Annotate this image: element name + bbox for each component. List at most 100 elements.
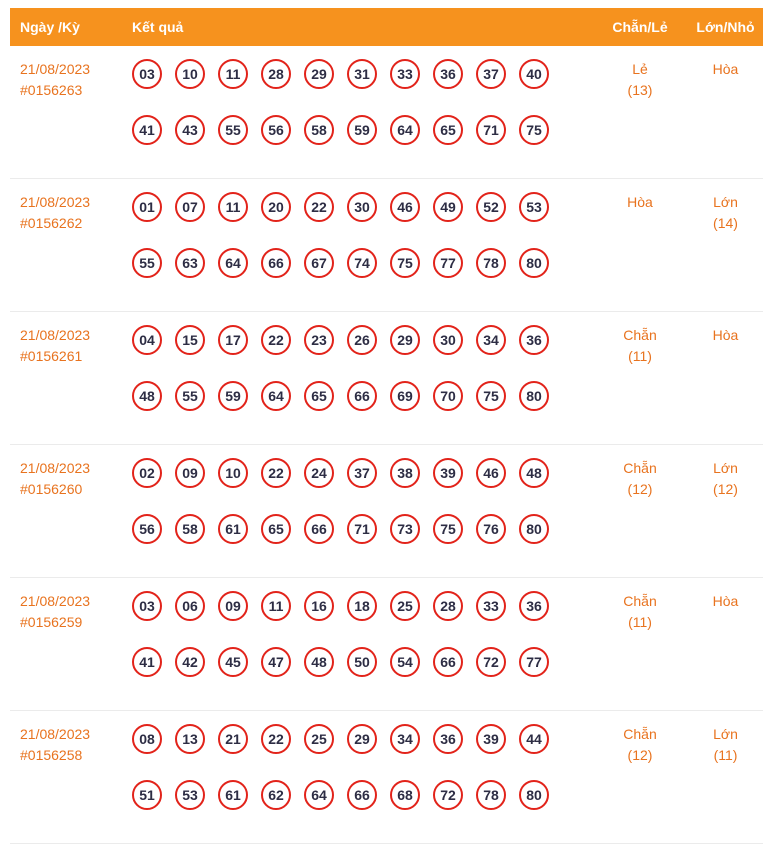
lottery-ball: 21 xyxy=(218,724,248,754)
lottery-ball: 42 xyxy=(175,647,205,677)
lottery-ball: 09 xyxy=(175,458,205,488)
lottery-ball: 78 xyxy=(476,780,506,810)
lottery-ball: 63 xyxy=(175,248,205,278)
big-small-count: (14) xyxy=(713,215,738,231)
lottery-ball: 09 xyxy=(218,591,248,621)
even-odd-value: Chẵn xyxy=(623,593,657,609)
lottery-ball: 31 xyxy=(347,59,377,89)
lottery-ball: 29 xyxy=(390,325,420,355)
lottery-ball: 55 xyxy=(132,248,162,278)
results-body: 21/08/2023 #0156263 03 10 11 28 29 31 33 36 37 40… xyxy=(10,46,763,844)
lottery-ball: 28 xyxy=(261,59,291,89)
balls-line-1: 08 13 21 22 25 29 34 36 39 44 xyxy=(132,724,592,754)
date-period-cell: 21/08/2023 #0156261 xyxy=(10,325,122,411)
lottery-ball: 65 xyxy=(261,514,291,544)
draw-date: 21/08/2023 xyxy=(20,61,91,77)
lottery-ball: 22 xyxy=(261,724,291,754)
lottery-ball: 16 xyxy=(304,591,334,621)
lottery-ball: 29 xyxy=(304,59,334,89)
lottery-ball: 06 xyxy=(175,591,205,621)
lottery-ball: 44 xyxy=(519,724,549,754)
lottery-ball: 66 xyxy=(347,381,377,411)
lottery-ball: 15 xyxy=(175,325,205,355)
lottery-ball: 36 xyxy=(519,591,549,621)
lottery-ball: 22 xyxy=(261,458,291,488)
lottery-ball: 25 xyxy=(390,591,420,621)
lottery-ball: 70 xyxy=(433,381,463,411)
big-small-cell: Lớn (11) xyxy=(688,724,763,810)
lottery-ball: 58 xyxy=(304,115,334,145)
result-row: 21/08/2023 #0156260 02 09 10 22 24 37 38 39 46 48… xyxy=(10,445,763,578)
lottery-ball: 45 xyxy=(218,647,248,677)
lottery-ball: 20 xyxy=(261,192,291,222)
even-odd-value: Hòa xyxy=(627,194,653,210)
lottery-ball: 71 xyxy=(347,514,377,544)
result-row: 21/08/2023 #0156259 03 06 09 11 16 18 25 28 33 36… xyxy=(10,578,763,711)
lottery-ball: 48 xyxy=(132,381,162,411)
balls-line-2: 48 55 59 64 65 66 69 70 75 80 xyxy=(132,381,592,411)
big-small-value: Lớn xyxy=(713,194,738,210)
date-period-cell: 21/08/2023 #0156263 xyxy=(10,59,122,145)
result-numbers-cell: 08 13 21 22 25 29 34 36 39 44 51 53 61 62 64 66 68 72 78 8… xyxy=(122,724,592,810)
lottery-ball: 26 xyxy=(347,325,377,355)
result-row: 21/08/2023 #0156262 01 07 11 20 22 30 46 49 52 53… xyxy=(10,179,763,312)
lottery-ball: 67 xyxy=(304,248,334,278)
lottery-ball: 10 xyxy=(175,59,205,89)
lottery-ball: 61 xyxy=(218,780,248,810)
even-odd-cell: Chẵn (12) xyxy=(592,724,688,810)
balls-line-2: 56 58 61 65 66 71 73 75 76 80 xyxy=(132,514,592,544)
big-small-count: (12) xyxy=(713,481,738,497)
lottery-ball: 29 xyxy=(347,724,377,754)
balls-line-1: 04 15 17 22 23 26 29 30 34 36 xyxy=(132,325,592,355)
result-row: 21/08/2023 #0156261 04 15 17 22 23 26 29 30 34 36… xyxy=(10,312,763,445)
lottery-ball: 64 xyxy=(218,248,248,278)
draw-date: 21/08/2023 xyxy=(20,327,91,343)
big-small-value: Lớn xyxy=(713,460,738,476)
lottery-ball: 74 xyxy=(347,248,377,278)
lottery-ball: 33 xyxy=(476,591,506,621)
lottery-ball: 75 xyxy=(390,248,420,278)
lottery-ball: 80 xyxy=(519,248,549,278)
date-period-cell: 21/08/2023 #0156262 xyxy=(10,192,122,278)
result-row: 21/08/2023 #0156263 03 10 11 28 29 31 33 36 37 40… xyxy=(10,46,763,179)
lottery-ball: 66 xyxy=(304,514,334,544)
lottery-ball: 73 xyxy=(390,514,420,544)
lottery-ball: 65 xyxy=(304,381,334,411)
lottery-ball: 66 xyxy=(261,248,291,278)
date-period-cell: 21/08/2023 #0156260 xyxy=(10,458,122,544)
lottery-ball: 80 xyxy=(519,514,549,544)
big-small-cell: Lớn (12) xyxy=(688,458,763,544)
lottery-ball: 46 xyxy=(390,192,420,222)
result-numbers-cell: 04 15 17 22 23 26 29 30 34 36 48 55 59 64 65 66 69 70 75 8… xyxy=(122,325,592,411)
header-result-column: Kết quả xyxy=(132,19,184,35)
draw-period: #0156262 xyxy=(20,215,83,231)
lottery-ball: 22 xyxy=(261,325,291,355)
lottery-ball: 34 xyxy=(476,325,506,355)
header-big-small-column: Lớn/Nhỏ xyxy=(696,19,755,35)
lottery-ball: 22 xyxy=(304,192,334,222)
big-small-value: Hòa xyxy=(712,327,739,343)
draw-date: 21/08/2023 xyxy=(20,726,91,742)
lottery-ball: 49 xyxy=(433,192,463,222)
lottery-ball: 61 xyxy=(218,514,248,544)
draw-date: 21/08/2023 xyxy=(20,194,91,210)
date-period-cell: 21/08/2023 #0156258 xyxy=(10,724,122,810)
lottery-results-table: Ngày /Kỳ Kết quả Chẵn/Lẻ Lớn/Nhỏ 21/08/2… xyxy=(10,8,763,844)
even-odd-count: (11) xyxy=(628,614,652,630)
result-numbers-cell: 03 10 11 28 29 31 33 36 37 40 41 43 55 56 58 59 64 65 71 7… xyxy=(122,59,592,145)
lottery-ball: 39 xyxy=(476,724,506,754)
header-even-odd-column: Chẵn/Lẻ xyxy=(612,19,668,35)
lottery-ball: 04 xyxy=(132,325,162,355)
big-small-value: Hòa xyxy=(712,593,739,609)
big-small-cell: Hòa xyxy=(688,59,763,145)
lottery-ball: 64 xyxy=(390,115,420,145)
lottery-ball: 80 xyxy=(519,780,549,810)
date-period-cell: 21/08/2023 #0156259 xyxy=(10,591,122,677)
even-odd-value: Chẵn xyxy=(623,726,657,742)
lottery-ball: 64 xyxy=(304,780,334,810)
lottery-ball: 37 xyxy=(476,59,506,89)
lottery-ball: 38 xyxy=(390,458,420,488)
lottery-ball: 50 xyxy=(347,647,377,677)
lottery-ball: 43 xyxy=(175,115,205,145)
result-numbers-cell: 02 09 10 22 24 37 38 39 46 48 56 58 61 65 66 71 73 75 76 8… xyxy=(122,458,592,544)
